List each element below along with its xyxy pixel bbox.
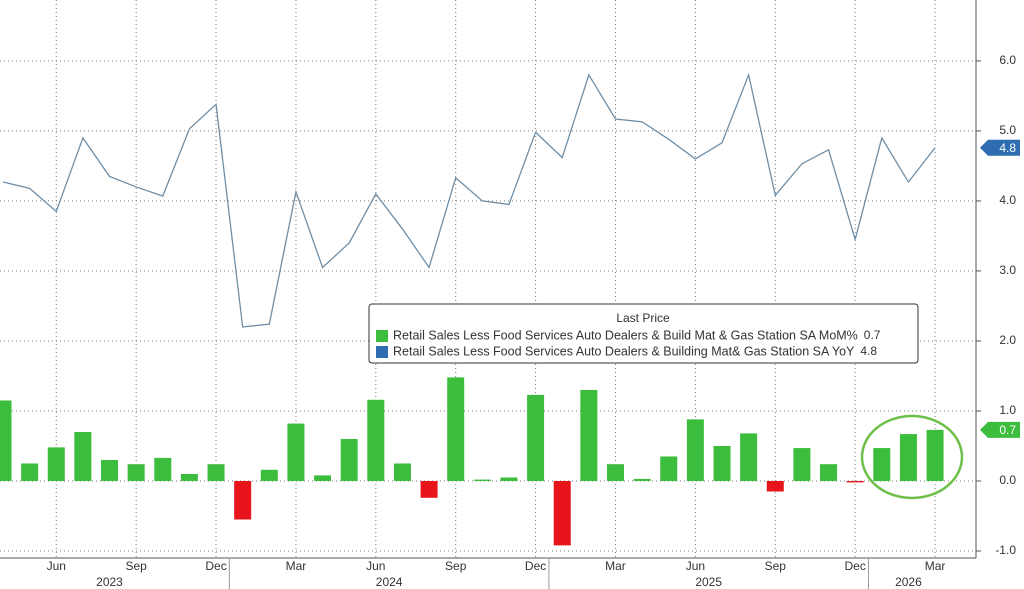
year-label: 2024 bbox=[376, 575, 403, 589]
x-tick-label: Mar bbox=[925, 559, 946, 573]
value-tag-label: 4.8 bbox=[999, 141, 1016, 155]
bar bbox=[0, 400, 12, 481]
bar bbox=[820, 464, 838, 481]
bar bbox=[74, 431, 92, 481]
line bbox=[2, 72, 936, 328]
year-label: 2026 bbox=[895, 575, 922, 589]
value-tag bbox=[980, 421, 1020, 438]
x-tick-label: Sep bbox=[765, 559, 787, 573]
bar bbox=[473, 479, 491, 481]
bar bbox=[180, 473, 198, 481]
bar bbox=[660, 456, 678, 481]
x-tick-label: Dec bbox=[205, 559, 226, 573]
y-tick-label: 0.0 bbox=[999, 473, 1016, 487]
bar bbox=[606, 464, 624, 481]
bar bbox=[340, 438, 358, 481]
legend-swatch bbox=[376, 346, 388, 358]
highlight-ellipse bbox=[860, 414, 964, 500]
bar bbox=[873, 448, 891, 481]
x-tick-label: Mar bbox=[605, 559, 626, 573]
bar bbox=[393, 463, 411, 481]
legend-box bbox=[368, 303, 919, 364]
bar bbox=[207, 464, 225, 481]
y-tick-label: 4.0 bbox=[999, 193, 1016, 207]
year-label: 2025 bbox=[695, 575, 722, 589]
bar bbox=[793, 448, 811, 481]
bar bbox=[713, 445, 731, 481]
y-tick-label: 3.0 bbox=[999, 263, 1016, 277]
y-tick-label: 2.0 bbox=[999, 333, 1016, 347]
x-tick-label: Mar bbox=[286, 559, 307, 573]
bar bbox=[899, 434, 917, 481]
bar bbox=[154, 457, 172, 481]
bar bbox=[686, 419, 704, 481]
bar bbox=[21, 463, 39, 481]
bar bbox=[127, 464, 145, 481]
bar bbox=[846, 480, 864, 483]
bar bbox=[500, 477, 518, 481]
bar bbox=[234, 480, 252, 520]
bar bbox=[287, 423, 305, 481]
x-tick-label: Sep bbox=[125, 559, 147, 573]
legend-swatch bbox=[376, 330, 388, 342]
legend: Last Price Retail Sales Less Food Service… bbox=[368, 303, 919, 364]
y-tick-label: 6.0 bbox=[999, 53, 1016, 67]
legend-value: 0.7 bbox=[864, 328, 881, 342]
bar bbox=[47, 447, 65, 481]
legend-label: Retail Sales Less Food Services Auto Dea… bbox=[393, 328, 858, 342]
legend-label: Retail Sales Less Food Services Auto Dea… bbox=[393, 344, 855, 358]
bar bbox=[447, 377, 465, 481]
bar bbox=[260, 469, 278, 481]
legend-title: Last Price bbox=[616, 311, 670, 325]
bar bbox=[101, 459, 119, 481]
bar bbox=[420, 480, 438, 498]
x-tick-label: Dec bbox=[525, 559, 546, 573]
x-tick-label: Jun bbox=[686, 559, 705, 573]
bar bbox=[633, 478, 651, 481]
x-tick-label: Sep bbox=[445, 559, 467, 573]
bar bbox=[580, 389, 598, 481]
value-tag-label: 0.7 bbox=[999, 423, 1016, 437]
y-tick-label: -1.0 bbox=[995, 543, 1016, 557]
y-tick-label: 1.0 bbox=[999, 403, 1016, 417]
y-tick-label: 5.0 bbox=[999, 123, 1016, 137]
bar bbox=[553, 480, 571, 546]
value-tag bbox=[980, 139, 1020, 156]
bar bbox=[367, 399, 385, 481]
bar bbox=[740, 433, 758, 481]
year-label: 2023 bbox=[96, 575, 123, 589]
bar bbox=[766, 480, 784, 492]
bar bbox=[527, 394, 545, 481]
legend-value: 4.8 bbox=[860, 344, 877, 358]
x-tick-label: Jun bbox=[366, 559, 385, 573]
bar bbox=[926, 429, 944, 481]
bar bbox=[314, 475, 332, 481]
x-tick-label: Dec bbox=[844, 559, 865, 573]
x-tick-label: Jun bbox=[47, 559, 66, 573]
